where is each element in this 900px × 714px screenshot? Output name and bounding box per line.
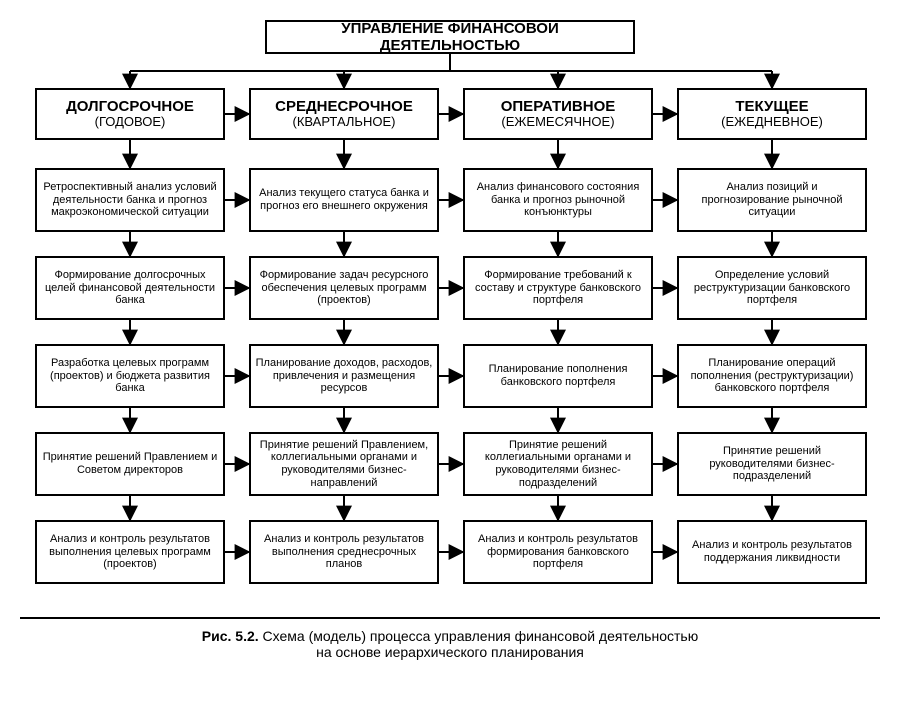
cell-r2-c3: Планирование операций пополнения (рестру… <box>677 344 867 408</box>
cell-r2-c2-text: Планирование пополнения банковского порт… <box>469 363 647 388</box>
cell-r4-c3: Анализ и контроль результатов поддержани… <box>677 520 867 584</box>
cell-r0-c2-text: Анализ финансового состояния банка и про… <box>469 181 647 219</box>
cell-r2-c0: Разработка целевых программ (проектов) и… <box>35 344 225 408</box>
cell-r4-c1-text: Анализ и контроль результатов выполнения… <box>255 533 433 571</box>
cell-r3-c1-text: Принятие решений Правлением, коллегиальн… <box>255 439 433 490</box>
cell-r4-c1: Анализ и контроль результатов выполнения… <box>249 520 439 584</box>
cell-r0-c2: Анализ финансового состояния банка и про… <box>463 168 653 232</box>
cell-r0-c3-text: Анализ позиций и прогнозирование рыночно… <box>683 181 861 219</box>
cell-r0-c3: Анализ позиций и прогнозирование рыночно… <box>677 168 867 232</box>
cell-r3-c2: Принятие решений коллегиальными органами… <box>463 432 653 496</box>
caption-prefix: Рис. 5.2. <box>202 628 259 644</box>
cell-r1-c3-text: Определение условий реструктуризации бан… <box>683 269 861 307</box>
cell-r3-c3: Принятие решений руководителями бизнес-п… <box>677 432 867 496</box>
cell-r1-c0: Формирование долгосрочных целей финансов… <box>35 256 225 320</box>
cell-r1-c2-text: Формирование требований к составу и стру… <box>469 269 647 307</box>
cell-r0-c1: Анализ текущего статуса банка и прогноз … <box>249 168 439 232</box>
cell-r3-c2-text: Принятие решений коллегиальными органами… <box>469 439 647 490</box>
cell-r4-c0: Анализ и контроль результатов выполнения… <box>35 520 225 584</box>
col-operational-header-bold: ОПЕРАТИВНОЕ <box>501 98 616 115</box>
cell-r2-c0-text: Разработка целевых программ (проектов) и… <box>41 357 219 395</box>
cell-r0-c1-text: Анализ текущего статуса банка и прогноз … <box>255 187 433 212</box>
cell-r4-c3-text: Анализ и контроль результатов поддержани… <box>683 539 861 564</box>
col-current-header: ТЕКУЩЕЕ(ЕЖЕДНЕВНОЕ) <box>677 88 867 140</box>
cell-r0-c0-text: Ретроспективный анализ условий деятельно… <box>41 181 219 219</box>
col-longterm-header-paren: (ГОДОВОЕ) <box>66 115 194 130</box>
cell-r2-c2: Планирование пополнения банковского порт… <box>463 344 653 408</box>
cell-r1-c3: Определение условий реструктуризации бан… <box>677 256 867 320</box>
col-longterm-header: ДОЛГОСРОЧНОЕ(ГОДОВОЕ) <box>35 88 225 140</box>
cell-r3-c1: Принятие решений Правлением, коллегиальн… <box>249 432 439 496</box>
col-midterm-header: СРЕДНЕСРОЧНОЕ(КВАРТАЛЬНОЕ) <box>249 88 439 140</box>
cell-r1-c0-text: Формирование долгосрочных целей финансов… <box>41 269 219 307</box>
cell-r0-c0: Ретроспективный анализ условий деятельно… <box>35 168 225 232</box>
cell-r3-c0-text: Принятие решений Правлением и Советом ди… <box>41 451 219 476</box>
cell-r4-c2-text: Анализ и контроль результатов формирован… <box>469 533 647 571</box>
cell-r2-c1-text: Планирование доходов, расходов, привлече… <box>255 357 433 395</box>
col-current-header-paren: (ЕЖЕДНЕВНОЕ) <box>721 115 823 130</box>
cell-r4-c0-text: Анализ и контроль результатов выполнения… <box>41 533 219 571</box>
title-text: УПРАВЛЕНИЕ ФИНАНСОВОЙ ДЕЯТЕЛЬНОСТЬЮ <box>271 20 629 54</box>
col-operational-header: ОПЕРАТИВНОЕ(ЕЖЕМЕСЯЧНОЕ) <box>463 88 653 140</box>
col-midterm-header-bold: СРЕДНЕСРОЧНОЕ <box>275 98 413 115</box>
col-longterm-header-bold: ДОЛГОСРОЧНОЕ <box>66 98 194 115</box>
caption-line2: на основе иерархического планирования <box>100 644 800 660</box>
cell-r1-c1: Формирование задач ресурсного обеспечени… <box>249 256 439 320</box>
caption-line1: Схема (модель) процесса управления финан… <box>259 628 699 644</box>
col-midterm-header-paren: (КВАРТАЛЬНОЕ) <box>275 115 413 130</box>
col-operational-header-paren: (ЕЖЕМЕСЯЧНОЕ) <box>501 115 616 130</box>
cell-r2-c1: Планирование доходов, расходов, привлече… <box>249 344 439 408</box>
cell-r1-c1-text: Формирование задач ресурсного обеспечени… <box>255 269 433 307</box>
title-node: УПРАВЛЕНИЕ ФИНАНСОВОЙ ДЕЯТЕЛЬНОСТЬЮ <box>265 20 635 54</box>
col-current-header-bold: ТЕКУЩЕЕ <box>721 98 823 115</box>
cell-r3-c0: Принятие решений Правлением и Советом ди… <box>35 432 225 496</box>
figure-caption: Рис. 5.2. Схема (модель) процесса управл… <box>100 628 800 660</box>
cell-r1-c2: Формирование требований к составу и стру… <box>463 256 653 320</box>
cell-r2-c3-text: Планирование операций пополнения (рестру… <box>683 357 861 395</box>
cell-r4-c2: Анализ и контроль результатов формирован… <box>463 520 653 584</box>
cell-r3-c3-text: Принятие решений руководителями бизнес-п… <box>683 445 861 483</box>
